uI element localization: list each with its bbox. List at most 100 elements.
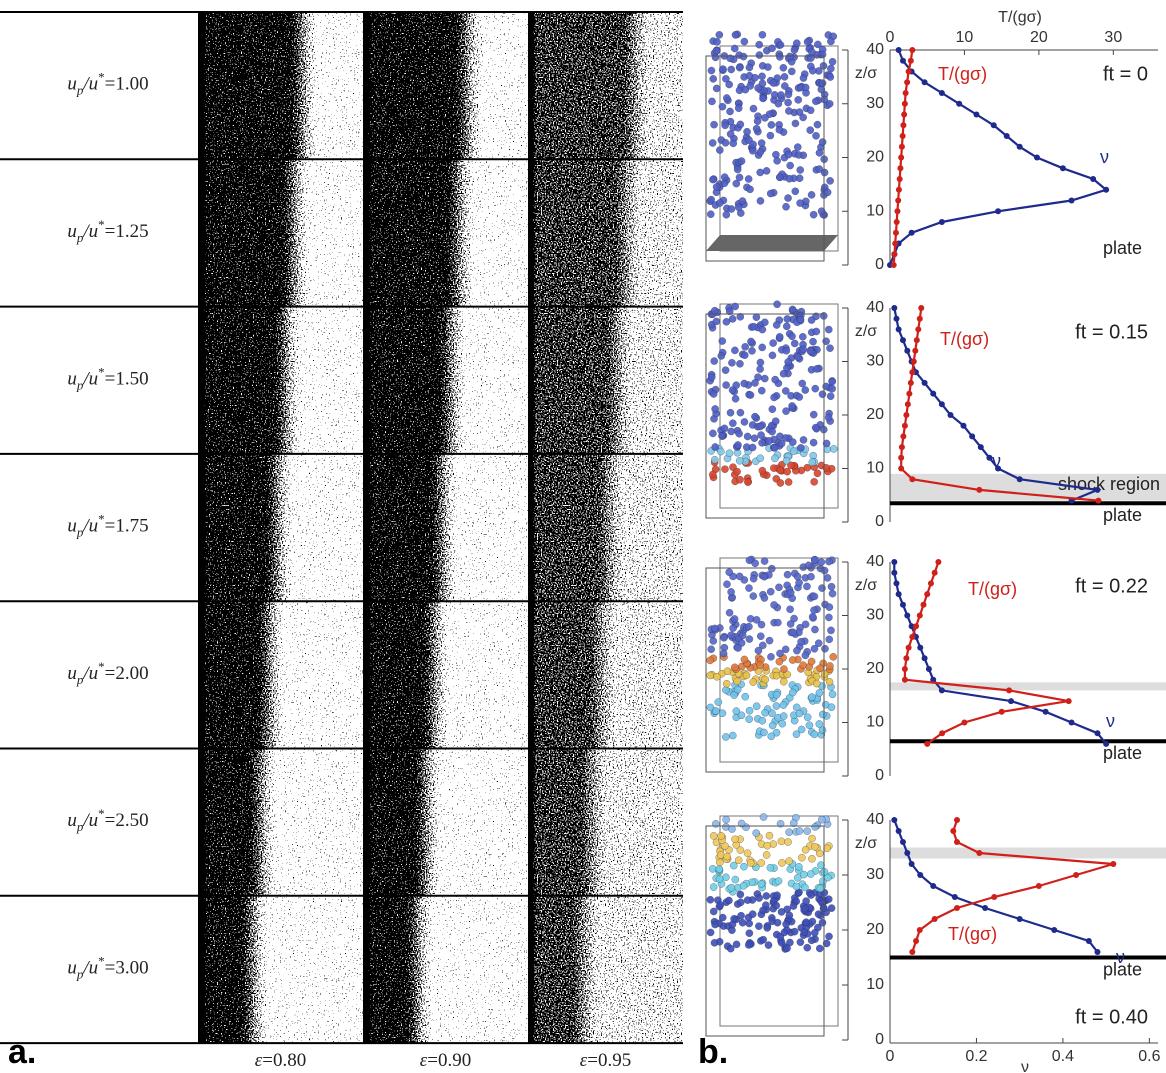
particle bbox=[725, 568, 733, 576]
y-tick-label: 0 bbox=[875, 1031, 884, 1048]
particle bbox=[725, 896, 733, 905]
particle bbox=[734, 441, 742, 449]
particle bbox=[788, 67, 796, 76]
data-point bbox=[977, 444, 984, 451]
data-point bbox=[904, 401, 911, 408]
particle bbox=[734, 104, 743, 112]
particle bbox=[717, 447, 725, 456]
particle bbox=[709, 429, 717, 438]
particle-image bbox=[363, 895, 528, 1044]
data-point bbox=[891, 305, 898, 311]
particle bbox=[818, 390, 827, 399]
data-point bbox=[1073, 872, 1080, 878]
data-point bbox=[1016, 476, 1023, 483]
particle bbox=[827, 37, 835, 46]
particle bbox=[722, 733, 730, 741]
particle bbox=[745, 919, 753, 928]
particle bbox=[828, 690, 837, 699]
x2-tick-label: 0 bbox=[886, 29, 895, 46]
particle bbox=[825, 635, 833, 644]
y-tick-label: 10 bbox=[866, 976, 884, 993]
particle-image bbox=[363, 159, 528, 307]
particle bbox=[772, 702, 781, 710]
particle-image bbox=[198, 12, 363, 160]
particle bbox=[807, 191, 816, 199]
particle bbox=[725, 80, 733, 89]
data-point bbox=[1103, 740, 1110, 747]
particle bbox=[783, 467, 791, 476]
particle bbox=[712, 707, 720, 715]
particle bbox=[720, 634, 728, 642]
particle bbox=[715, 865, 724, 873]
particle bbox=[749, 574, 758, 583]
particle bbox=[806, 347, 815, 355]
particle bbox=[766, 131, 775, 140]
data-point bbox=[951, 894, 958, 900]
series-label: ν bbox=[1100, 147, 1109, 167]
particle bbox=[726, 130, 735, 138]
particle bbox=[733, 685, 742, 694]
data-point bbox=[892, 229, 899, 236]
data-point bbox=[956, 100, 963, 107]
particle bbox=[777, 837, 786, 846]
particle bbox=[776, 466, 785, 475]
particle-image bbox=[198, 306, 363, 454]
particle bbox=[796, 315, 805, 324]
particle bbox=[799, 661, 807, 669]
particle bbox=[828, 377, 836, 386]
particle bbox=[751, 379, 759, 387]
x2-tick-label: 10 bbox=[956, 29, 974, 46]
particle bbox=[830, 445, 838, 453]
particle bbox=[801, 651, 810, 660]
particle bbox=[744, 175, 753, 183]
particle bbox=[759, 641, 767, 650]
particle bbox=[743, 127, 751, 136]
particle bbox=[726, 408, 735, 417]
particle bbox=[737, 898, 745, 907]
particle bbox=[757, 431, 765, 439]
data-point bbox=[935, 559, 942, 565]
particle bbox=[827, 626, 835, 635]
particle bbox=[707, 373, 716, 382]
particle bbox=[722, 686, 730, 694]
particle bbox=[786, 620, 795, 628]
row-label-value: =1.75 bbox=[105, 516, 149, 537]
row-label-mid: /u bbox=[82, 516, 98, 537]
particle bbox=[745, 63, 754, 72]
particle bbox=[809, 451, 817, 460]
particle bbox=[818, 918, 827, 927]
particle bbox=[728, 315, 737, 323]
data-point bbox=[1008, 698, 1015, 705]
particle bbox=[752, 829, 760, 837]
particle bbox=[800, 928, 809, 936]
particle bbox=[710, 120, 718, 129]
particle bbox=[827, 904, 836, 912]
particle bbox=[758, 31, 767, 39]
data-point bbox=[901, 666, 908, 672]
particle bbox=[768, 44, 776, 53]
particle bbox=[743, 849, 752, 857]
particle bbox=[775, 583, 783, 592]
particle bbox=[766, 189, 775, 198]
y-tick-label: 20 bbox=[866, 149, 884, 166]
data-point bbox=[976, 486, 983, 493]
particle bbox=[744, 478, 752, 486]
y-tick-label: 20 bbox=[866, 406, 884, 423]
particle bbox=[765, 831, 774, 840]
data-point bbox=[891, 817, 898, 823]
particle bbox=[733, 165, 742, 174]
particle bbox=[759, 813, 768, 821]
particle bbox=[757, 632, 765, 640]
particle bbox=[764, 941, 773, 949]
particle bbox=[825, 100, 834, 108]
particle bbox=[725, 307, 734, 316]
particle bbox=[759, 906, 767, 915]
series-label: T/(gσ) bbox=[968, 579, 1017, 599]
particle bbox=[758, 717, 767, 725]
data-point bbox=[904, 79, 911, 86]
particle bbox=[785, 911, 794, 920]
particle bbox=[811, 384, 820, 393]
particle bbox=[800, 870, 808, 879]
particle bbox=[819, 710, 827, 719]
particle bbox=[777, 91, 785, 99]
